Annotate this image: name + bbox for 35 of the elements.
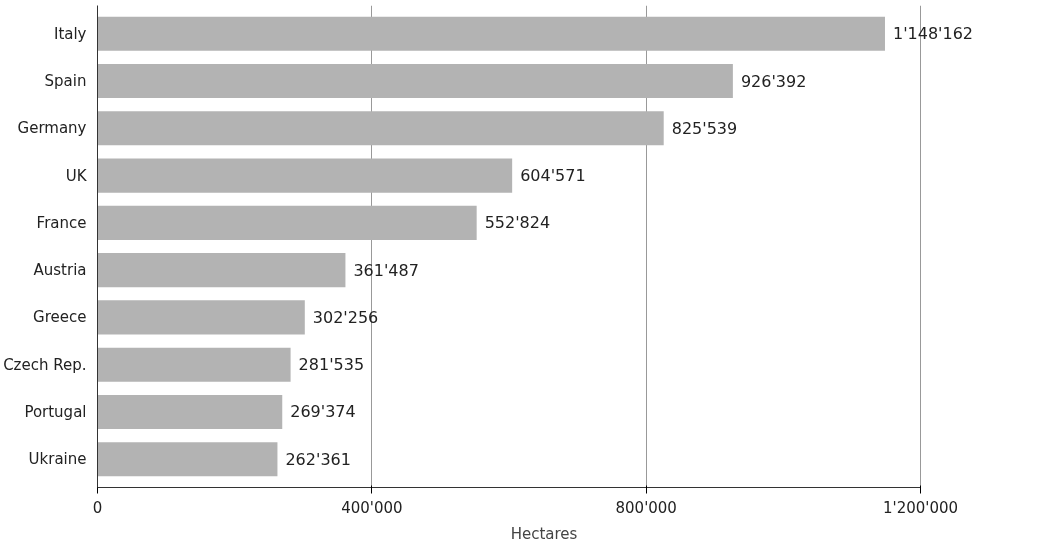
bar (97, 300, 305, 335)
bar (97, 16, 885, 51)
y-tick-label: Spain (44, 72, 87, 91)
data-label: 552'824 (484, 213, 551, 233)
bar (97, 442, 278, 477)
bar (97, 253, 346, 288)
data-label: 281'535 (298, 355, 365, 375)
x-tick-label: 400'000 (341, 498, 403, 517)
data-label: 262'361 (285, 449, 351, 469)
y-tick-label: France (36, 213, 87, 232)
data-label: 825'539 (671, 118, 738, 138)
y-tick-label: Austria (33, 261, 87, 280)
data-label: 926'392 (740, 71, 807, 91)
y-tick-label: Portugal (24, 402, 87, 421)
y-tick-label: UK (65, 166, 88, 185)
x-tick-label: 1'200'000 (883, 498, 959, 517)
y-tick-label: Greece (33, 308, 87, 327)
y-tick-label: Ukraine (28, 450, 87, 469)
y-tick-label: Germany (17, 119, 87, 138)
data-label: 302'256 (312, 307, 379, 327)
y-tick-label: Italy (53, 24, 87, 43)
data-label: 269'374 (290, 402, 356, 422)
bar (97, 64, 733, 99)
x-tick-label: 800'000 (615, 498, 677, 517)
y-tick-label: Czech Rep. (3, 355, 87, 374)
data-label: 604'571 (520, 166, 586, 186)
data-label: 1'148'162 (892, 24, 974, 44)
data-label: 361'487 (353, 260, 419, 280)
bar (97, 205, 477, 240)
bar (97, 111, 664, 146)
x-axis-title: Hectares (510, 524, 578, 543)
bar (97, 347, 291, 382)
bar (97, 394, 283, 429)
bar (97, 158, 513, 193)
x-tick-label: 0 (92, 498, 103, 517)
